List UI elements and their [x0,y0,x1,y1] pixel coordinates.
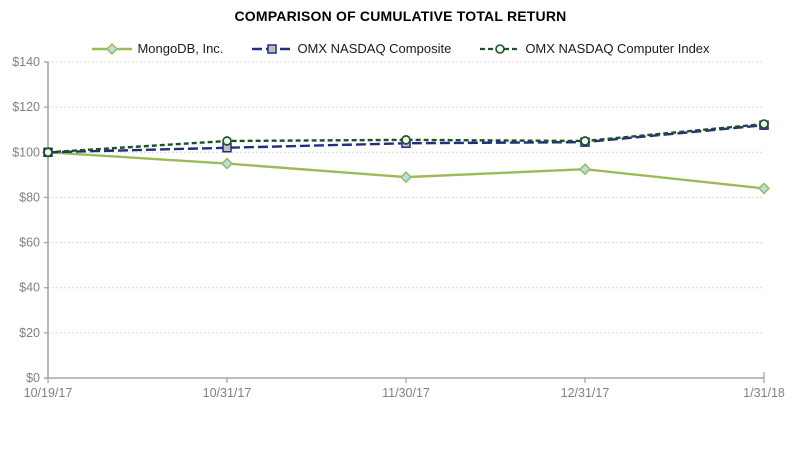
marker-circle [759,119,769,129]
computer-dash-circle-icon [480,43,521,54]
legend-label-mongodb: MongoDB, Inc. [137,41,224,56]
legend-item-nasdaq-composite: OMX NASDAQ Composite [251,41,451,56]
y-tick-label: $120 [12,100,40,114]
x-tick-label: 10/31/17 [203,386,252,400]
marker-diamond [757,182,771,195]
legend-label-nasdaq-computer: OMX NASDAQ Computer Index [525,41,710,56]
legend-item-mongodb: MongoDB, Inc. [91,41,223,56]
y-tick-label: $100 [12,145,40,159]
marker-diamond [220,157,234,170]
chart-legend: MongoDB, Inc. OMX NASDAQ Composite OMX N… [0,41,801,56]
y-tick-label: $20 [19,326,40,340]
marker-diamond [399,171,413,184]
x-tick-label: 12/31/17 [561,386,610,400]
y-tick-label: $80 [19,190,40,204]
x-tick-label: 10/19/17 [24,386,73,400]
x-tick-label: 1/31/18 [743,386,785,400]
marker-circle [401,135,411,145]
marker-diamond [578,163,592,176]
chart-title: COMPARISON OF CUMULATIVE TOTAL RETURN [234,8,567,24]
y-tick-label: $140 [12,55,40,69]
marker-circle [222,136,232,146]
mongodb-line-diamond-icon [92,42,133,55]
composite-dash-square-icon [252,43,293,54]
marker-circle [580,136,590,146]
legend-label-nasdaq-composite: OMX NASDAQ Composite [297,41,452,56]
legend-item-nasdaq-computer: OMX NASDAQ Computer Index [479,41,710,56]
y-tick-label: $0 [26,371,40,385]
y-tick-label: $60 [19,236,40,250]
x-tick-label: 11/30/17 [382,386,430,400]
marker-circle [43,147,53,158]
y-tick-label: $40 [19,281,40,295]
